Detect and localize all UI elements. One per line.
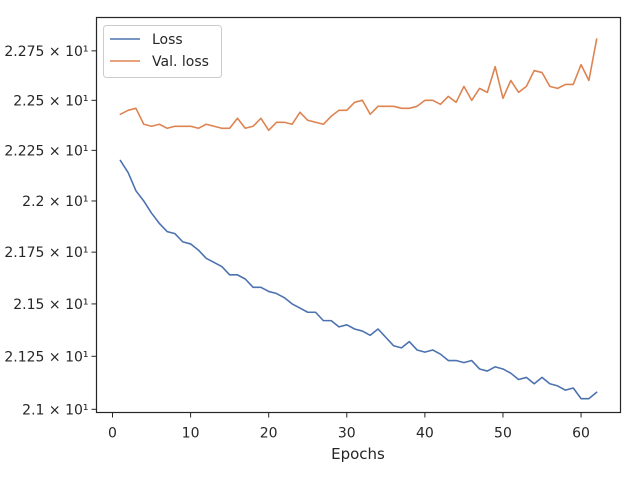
plot-frame bbox=[95, 16, 622, 414]
legend: Loss Val. loss bbox=[103, 25, 222, 78]
x-tick-label: 30 bbox=[338, 426, 356, 442]
series-line-val-loss bbox=[119, 38, 598, 132]
y-axis: 2.1 × 10¹ 2.125 × 10¹ 2.15 × 10¹ 2.175 × 10… bbox=[4, 44, 97, 418]
x-axis: 0 10 20 30 40 50 60 bbox=[108, 412, 590, 442]
x-tick-label: 0 bbox=[108, 426, 117, 442]
y-tick-label: 2.125 × 10¹ bbox=[4, 349, 88, 365]
x-tick-label: 40 bbox=[416, 426, 434, 442]
y-tick-label: 2.2 × 10¹ bbox=[22, 194, 88, 210]
y-tick-label: 2.275 × 10¹ bbox=[4, 44, 88, 60]
y-tick-label: 2.1 × 10¹ bbox=[22, 402, 88, 418]
y-tick-label: 2.175 × 10¹ bbox=[4, 245, 88, 261]
series-lines bbox=[119, 38, 598, 400]
legend-label-loss: Loss bbox=[152, 32, 183, 48]
legend-label-val-loss: Val. loss bbox=[152, 54, 209, 70]
y-tick-label: 2.225 × 10¹ bbox=[4, 143, 88, 159]
series-line-loss bbox=[119, 159, 598, 400]
x-axis-label: Epochs bbox=[331, 445, 385, 463]
x-tick-label: 20 bbox=[260, 426, 278, 442]
y-tick-label: 2.15 × 10¹ bbox=[13, 297, 88, 313]
x-tick-label: 60 bbox=[572, 426, 590, 442]
y-tick-label: 2.25 × 10¹ bbox=[13, 93, 88, 109]
x-tick-label: 50 bbox=[494, 426, 512, 442]
x-tick-label: 10 bbox=[182, 426, 200, 442]
